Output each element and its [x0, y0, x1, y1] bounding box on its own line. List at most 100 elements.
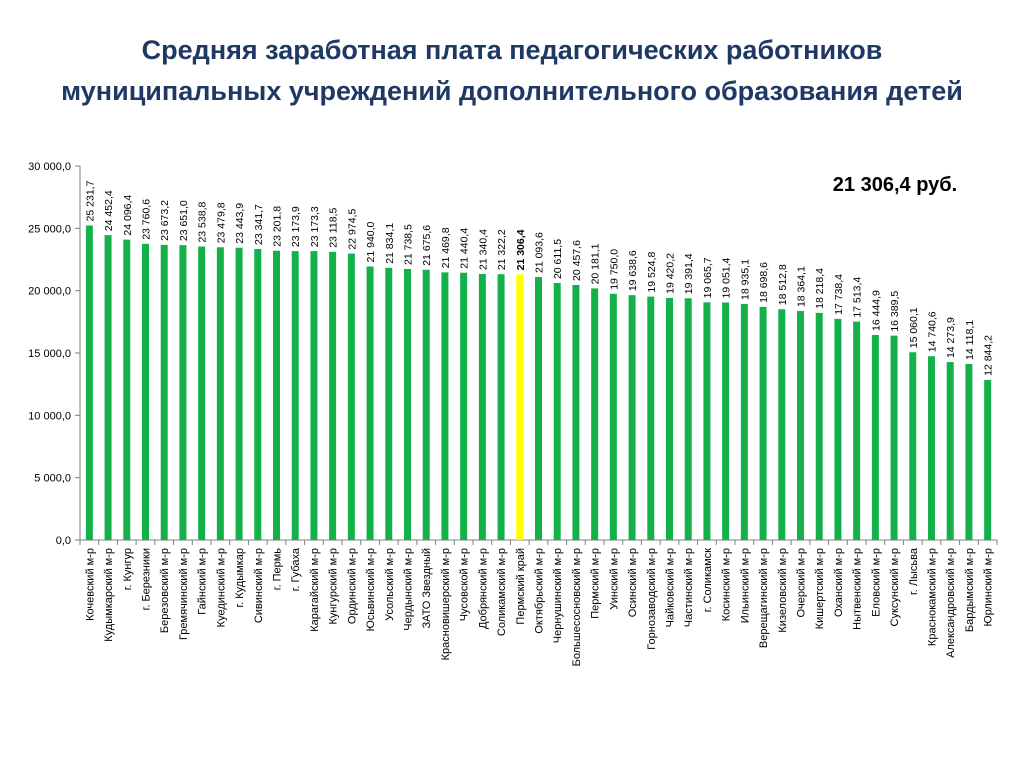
bar [160, 244, 168, 541]
category-label: г. Березники [141, 548, 153, 610]
data-label: 24 096,4 [122, 195, 134, 236]
category-label: Кишертский м-р [814, 548, 826, 629]
bar [104, 235, 112, 540]
data-label: 18 364,1 [796, 266, 808, 307]
category-label: Уинский м-р [608, 548, 620, 610]
data-label: 23 673,2 [159, 200, 171, 241]
data-label: 18 512,8 [777, 264, 789, 305]
category-label: Усольский м-р [384, 548, 396, 621]
category-label: Карагайский м-р [309, 548, 321, 632]
category-label: Пермский м-р [590, 548, 602, 619]
bar [666, 297, 673, 540]
data-label: 15 060,1 [908, 307, 920, 348]
bar [198, 246, 206, 540]
data-label: 19 524,8 [646, 252, 658, 293]
category-label: Очерский м-р [796, 548, 808, 618]
bar [347, 253, 355, 540]
data-label: 14 740,6 [927, 311, 939, 352]
category-label: Красновишерский м-р [440, 548, 452, 660]
category-label: г. Лысьва [908, 547, 920, 595]
bar [216, 247, 224, 540]
category-label: Сивинский м-р [253, 548, 265, 623]
category-label: Октябрьский м-р [534, 548, 546, 634]
y-tick-label: 10 000,0 [28, 410, 71, 422]
y-tick-label: 25 000,0 [28, 223, 71, 235]
data-label: 21 093,6 [534, 232, 546, 273]
bar [535, 277, 542, 540]
data-label: 23 201,8 [272, 206, 284, 247]
data-label: 21 306,4 [515, 229, 527, 270]
region-average-callout: 21 306,4 руб. [832, 174, 958, 196]
bar [871, 334, 879, 540]
data-label: 20 181,1 [590, 243, 602, 284]
category-label: Куединский м-р [215, 548, 227, 627]
category-label: Осинский м-р [627, 548, 639, 617]
data-label: 18 698,6 [758, 262, 770, 303]
bar [722, 302, 730, 540]
data-label: 20 457,6 [571, 240, 583, 281]
data-label: 25 231,7 [84, 180, 96, 221]
data-label: 23 443,9 [234, 203, 246, 244]
bar [235, 247, 243, 540]
bar [759, 306, 767, 540]
category-label: Косинский м-р [721, 548, 733, 621]
bar-highlight [516, 274, 524, 540]
bar [85, 225, 93, 540]
bar [441, 272, 449, 540]
data-label: 17 513,4 [852, 277, 864, 318]
category-label: Пермский край [515, 548, 527, 625]
y-tick-label: 0,0 [56, 535, 71, 547]
data-label: 21 738,5 [403, 224, 415, 265]
data-label: 19 391,4 [683, 253, 695, 294]
bar [291, 251, 299, 541]
category-label: Кунгурский м-р [328, 548, 340, 625]
data-label: 14 118,1 [964, 320, 976, 360]
data-label: 23 479,8 [215, 202, 227, 243]
y-tick-label: 15 000,0 [28, 348, 71, 360]
title-line-2: муниципальных учреждений дополнительного… [61, 76, 963, 106]
y-tick-label: 20 000,0 [28, 286, 71, 298]
bar [142, 243, 149, 540]
category-label: Бардымский м-р [964, 548, 976, 632]
bar [460, 272, 468, 540]
data-label: 21 322,2 [496, 229, 508, 270]
data-label: 24 452,4 [103, 190, 115, 231]
bar [703, 302, 711, 540]
bar [422, 269, 430, 540]
y-tick-label: 5 000,0 [34, 473, 71, 485]
bar [946, 362, 954, 540]
data-label: 19 051,4 [721, 257, 733, 298]
bar [478, 273, 486, 540]
bar [329, 251, 337, 540]
data-label: 21 675,6 [421, 225, 433, 266]
data-label: 20 611,5 [552, 239, 564, 279]
data-label: 21 469,8 [440, 227, 452, 268]
category-label: Ординский м-р [346, 548, 358, 624]
bar [572, 284, 580, 540]
category-label: Большесосновский м-р [571, 548, 583, 666]
data-label: 23 118,5 [328, 208, 340, 248]
data-label: 19 065,7 [702, 257, 714, 298]
category-label: г. Губаха [290, 547, 302, 591]
data-label: 18 935,1 [739, 259, 751, 300]
data-label: 21 834,1 [384, 223, 396, 264]
category-label: г. Соликамск [702, 548, 714, 612]
category-label: Чердынский м-р [403, 548, 415, 631]
data-label: 23 651,0 [178, 200, 190, 241]
data-label: 18 218,4 [814, 268, 826, 309]
category-label: Нытвенский м-р [852, 548, 864, 630]
bar [909, 352, 917, 540]
data-label: 21 440,4 [459, 228, 471, 269]
data-label: 17 738,4 [833, 274, 845, 315]
data-label: 14 273,9 [945, 317, 957, 358]
category-label: Еловский м-р [870, 548, 882, 617]
data-label: 19 420,2 [665, 253, 677, 294]
data-label: 23 538,8 [197, 202, 209, 243]
bar [366, 266, 374, 540]
data-label: 23 341,7 [253, 204, 265, 245]
bar [385, 267, 393, 540]
bar [497, 274, 505, 540]
category-label: Кизеловский м-р [777, 548, 789, 633]
bar [179, 245, 187, 540]
y-tick-label: 30 000,0 [28, 161, 71, 173]
